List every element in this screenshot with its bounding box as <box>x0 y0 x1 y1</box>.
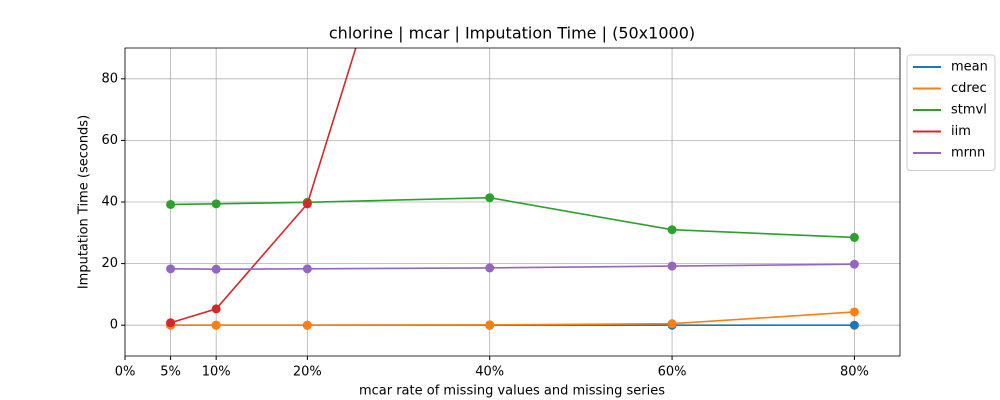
series-line <box>170 196 855 239</box>
point <box>166 264 176 274</box>
point <box>302 320 312 330</box>
y-tick-label: 20 <box>101 256 118 271</box>
x-tick-label: 40% <box>475 365 504 380</box>
x-tick-label: 60% <box>658 365 687 380</box>
x-tick-label: 80% <box>840 365 869 380</box>
y-tick-label: 40 <box>101 195 118 210</box>
point <box>849 320 859 330</box>
x-tick-label: 0% <box>115 365 136 380</box>
point <box>667 319 677 329</box>
point <box>485 193 495 203</box>
point <box>485 263 495 273</box>
legend-label: iim <box>951 124 971 139</box>
x-tick-label: 10% <box>202 365 231 380</box>
legend-label: mean <box>951 60 988 75</box>
x-axis-label: mcar rate of missing values and missing … <box>359 384 665 399</box>
point <box>302 264 312 274</box>
legend-label: stmvl <box>951 103 987 118</box>
chart-title: chlorine | mcar | Imputation Time | (50x… <box>329 24 695 43</box>
axes: 0 20 40 60 80 0% 5% 10% 20% 40% 60% 80% <box>101 71 868 379</box>
point <box>211 320 221 330</box>
y-axis-label: Imputation Time (seconds) <box>77 115 92 289</box>
y-tick-label: 0 <box>110 318 118 333</box>
point <box>485 320 495 330</box>
legend-label: cdrec <box>951 81 987 96</box>
point <box>166 199 176 209</box>
series-line <box>170 48 357 324</box>
point <box>166 318 176 328</box>
point <box>667 261 677 271</box>
point <box>667 225 677 235</box>
point <box>211 264 221 274</box>
legend: mean cdrec stmvl iim mrnn <box>906 54 996 171</box>
point <box>849 307 859 317</box>
legend-label: mrnn <box>951 146 985 161</box>
point <box>211 304 221 314</box>
plot-area <box>166 48 859 330</box>
point <box>211 199 221 209</box>
point <box>849 259 859 269</box>
series-line <box>170 263 855 270</box>
y-tick-label: 60 <box>101 133 118 148</box>
x-tick-label: 20% <box>293 365 322 380</box>
point <box>849 232 859 242</box>
legend-box <box>906 54 996 171</box>
y-tick-label: 80 <box>101 71 118 86</box>
x-tick-label: 5% <box>160 365 181 380</box>
point <box>302 199 312 209</box>
series-line <box>170 311 855 326</box>
